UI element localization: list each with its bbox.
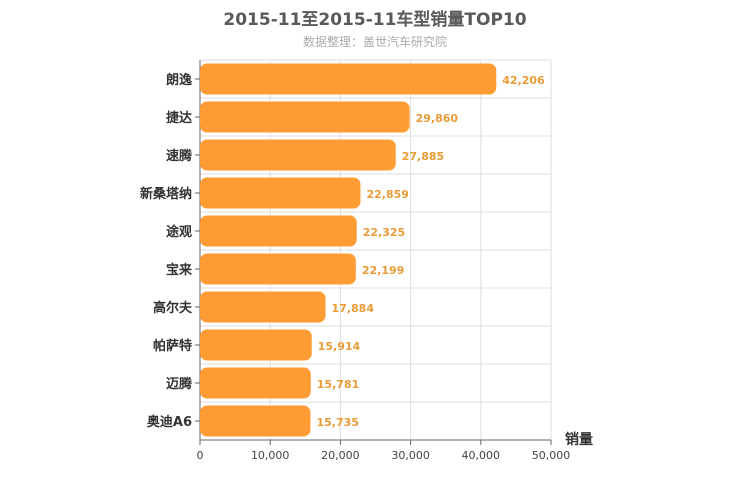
bar[interactable]	[200, 63, 497, 95]
category-label: 捷达	[166, 110, 192, 126]
chart-title: 2015-11至2015-11车型销量TOP10	[223, 10, 527, 30]
bar[interactable]	[200, 291, 326, 323]
x-tick-label: 10,000	[251, 449, 290, 462]
bar[interactable]	[200, 215, 357, 247]
category-label: 新桑塔纳	[140, 186, 192, 202]
data-label: 29,860	[416, 112, 459, 125]
data-label: 15,735	[316, 416, 358, 429]
x-tick-label: 30,000	[391, 449, 430, 462]
chart-subtitle: 数据整理：盖世汽车研究院	[302, 35, 447, 49]
category-label: 朗逸	[166, 72, 192, 88]
x-tick-label: 50,000	[532, 449, 571, 462]
category-label: 迈腾	[166, 376, 193, 392]
data-label: 15,781	[317, 378, 359, 391]
bar[interactable]	[200, 367, 311, 399]
category-label: 奥迪A6	[147, 414, 192, 430]
data-label: 27,885	[402, 150, 444, 163]
data-label: 42,206	[502, 74, 545, 87]
x-tick-label: 40,000	[462, 449, 501, 462]
data-label: 17,884	[332, 302, 375, 315]
bar[interactable]	[200, 329, 312, 361]
x-tick-label: 20,000	[321, 449, 360, 462]
data-label: 15,914	[318, 340, 361, 353]
data-label: 22,325	[363, 226, 405, 239]
bar[interactable]	[200, 405, 311, 437]
data-label: 22,859	[366, 188, 408, 201]
bar[interactable]	[200, 253, 356, 285]
data-label: 22,199	[362, 264, 404, 277]
bar[interactable]	[200, 177, 361, 209]
category-label: 速腾	[166, 148, 193, 164]
x-tick-label: 0	[197, 449, 204, 462]
category-label: 宝来	[166, 262, 193, 278]
bar[interactable]	[200, 139, 396, 171]
category-label: 途观	[166, 224, 192, 240]
bar[interactable]	[200, 101, 410, 133]
category-label: 高尔夫	[153, 300, 193, 316]
x-axis-label: 销量	[565, 431, 593, 448]
category-label: 帕萨特	[153, 338, 192, 354]
